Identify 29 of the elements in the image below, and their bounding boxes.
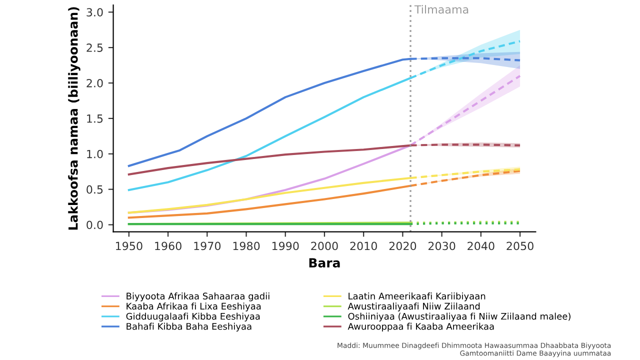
legend-label: Kaaba Afrikaa fi Lixa Eeshiyaa — [126, 302, 261, 312]
x-tick-label: 2050 — [506, 242, 534, 250]
x-tick-label: 2040 — [468, 242, 494, 250]
x-tick-label: 2000 — [311, 242, 338, 250]
x-tick-label: 1980 — [233, 242, 260, 250]
x-tick-label: 2020 — [389, 242, 416, 250]
x-tick-label: 1960 — [155, 242, 182, 250]
y-tick-label: 2.5 — [86, 44, 103, 52]
x-tick-label: 1990 — [272, 242, 299, 250]
y-tick-label: 1.0 — [87, 150, 103, 158]
legend-label: Gidduugalaafi Kibba Eeshiyaa — [126, 312, 260, 322]
y-tick-label: 2.0 — [86, 78, 103, 88]
y-tick-label: 0.0 — [86, 220, 103, 230]
x-tick-label: 1970 — [194, 242, 221, 250]
y-tick-label: 0.5 — [86, 185, 103, 194]
x-axis-title: Bara — [309, 258, 340, 268]
y-axis-title: Lakkoofsa namaa (biiliyoonaan) — [68, 7, 80, 230]
ref-line-label: Tilmaama — [414, 5, 468, 14]
y-tick-label: 1.5 — [87, 114, 103, 123]
legend-label: Laatin Ameerikaafi Kariibiyaan — [348, 292, 486, 302]
legend-label: Biyyoota Afrikaa Sahaaraa gadii — [126, 292, 270, 302]
x-tick-label: 2010 — [350, 242, 377, 250]
x-tick-label: 2030 — [428, 242, 456, 250]
y-tick-label: 3.0 — [86, 8, 103, 17]
legend-label: Oshiiniyaa (Awustiraaliyaa fi Niiw Ziilaand malee) — [348, 312, 570, 322]
x-tick-label: 1950 — [116, 242, 142, 250]
legend-label: Awustiraaliyaafi Niiw Ziilaand — [348, 302, 480, 312]
legend-label: Bahafi Kibba Baha Eeshiyaa — [126, 322, 252, 332]
legend-label: Awurooppaa fi Kaaba Ameerikaa — [348, 322, 494, 332]
